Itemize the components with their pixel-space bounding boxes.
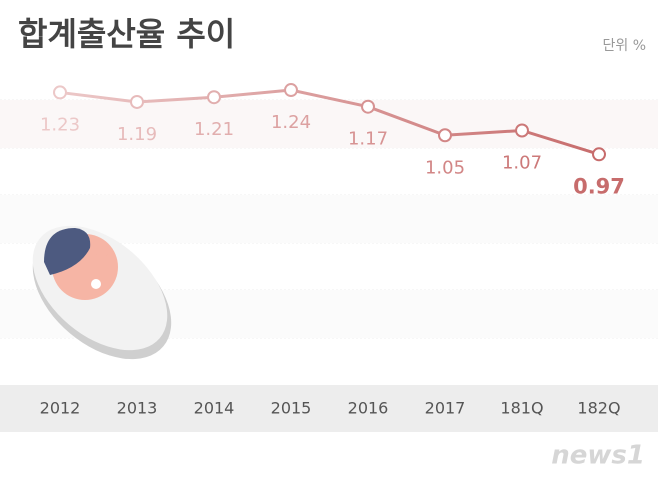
point bbox=[515, 123, 529, 138]
x-tick-label: 2014 bbox=[194, 399, 235, 418]
x-tick-label: 2013 bbox=[117, 399, 158, 418]
x-tick-label: 2016 bbox=[348, 399, 389, 418]
ear bbox=[96, 246, 108, 258]
point bbox=[284, 83, 298, 98]
x-tick-label: 2017 bbox=[425, 399, 466, 418]
x-axis-band bbox=[0, 385, 658, 432]
value-label: 1.07 bbox=[502, 152, 542, 173]
point bbox=[361, 99, 375, 114]
point bbox=[130, 94, 144, 109]
point bbox=[207, 90, 221, 105]
x-tick-label: 181Q bbox=[500, 399, 543, 418]
value-label: 1.17 bbox=[348, 129, 388, 150]
x-tick-label: 2015 bbox=[271, 399, 312, 418]
point bbox=[438, 128, 452, 143]
value-label: 1.24 bbox=[271, 112, 311, 133]
chart-title: 합계출산율 추이 bbox=[18, 15, 235, 53]
value-label: 1.21 bbox=[194, 119, 234, 140]
watermark: news1 bbox=[551, 441, 645, 471]
x-tick-label: 182Q bbox=[577, 399, 620, 418]
pacifier bbox=[91, 279, 101, 289]
value-label: 0.97 bbox=[573, 174, 625, 198]
value-label: 1.23 bbox=[40, 114, 80, 135]
line bbox=[59, 88, 600, 156]
hair bbox=[44, 228, 91, 275]
value-label: 1.05 bbox=[425, 157, 465, 178]
band bbox=[0, 195, 658, 243]
point bbox=[53, 85, 67, 100]
unit-label: 단위 % bbox=[602, 38, 646, 54]
x-tick-label: 2012 bbox=[40, 399, 81, 418]
point bbox=[592, 147, 606, 162]
value-label: 1.19 bbox=[117, 124, 157, 145]
baby-illustration bbox=[32, 225, 172, 360]
